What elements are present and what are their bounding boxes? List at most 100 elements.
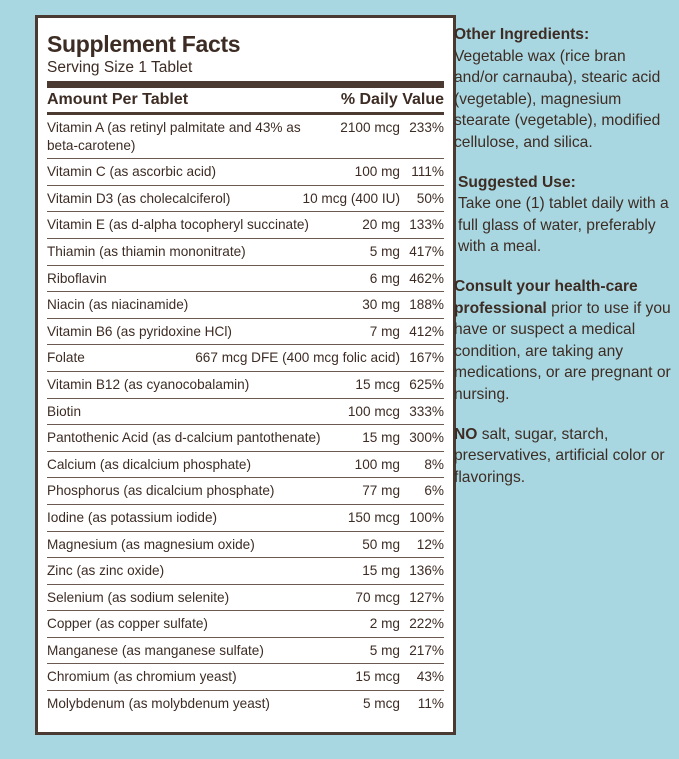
- side-info: Other Ingredients: Vegetable wax (rice br…: [454, 24, 672, 506]
- nutrient-row: Vitamin B12 (as cyanocobalamin) 15 mcg 625…: [47, 372, 444, 399]
- amount: 100 mg: [354, 456, 400, 472]
- nutrient-source: (as sodium selenite): [107, 589, 230, 605]
- amount: 30 mg: [362, 297, 400, 313]
- nutrient-row: Folate 667 mcg DFE (400 mcg folic acid) 16…: [47, 345, 444, 372]
- nutrient: Pantothenic Acid (as d-calcium pantothen…: [47, 429, 356, 447]
- nutrient-source: (as d-calcium pantothenate): [152, 430, 321, 446]
- nutrient-row: Pantothenic Acid (as d-calcium pantothen…: [47, 425, 444, 452]
- nutrient: Vitamin D3 (as cholecalciferol): [47, 190, 297, 208]
- nutrient-name: Manganese: [47, 642, 119, 658]
- nutrient: Vitamin E (as d-alpha tocopheryl succina…: [47, 216, 356, 234]
- amount: 20 mg: [362, 217, 400, 233]
- amount: 15 mg: [362, 430, 400, 446]
- daily-value: 625%: [409, 376, 444, 392]
- nutrient: Copper (as copper sulfate): [47, 615, 364, 633]
- nutrient-source: (as cholecalciferol): [117, 190, 231, 206]
- nutrient: Chromium (as chromium yeast): [47, 668, 349, 686]
- nutrient: Magnesium (as magnesium oxide): [47, 536, 356, 554]
- daily-value: 12%: [416, 536, 444, 552]
- facts-rows: Vitamin A (as retinyl palmitate and 43% …: [47, 115, 444, 717]
- amount: 100 mcg: [347, 403, 400, 419]
- nutrient-name: Folate: [47, 350, 85, 366]
- nutrient-source: (as copper sulfate): [95, 616, 208, 632]
- daily-value: 300%: [409, 430, 444, 446]
- facts-header: Amount Per Tablet % Daily Value: [47, 88, 444, 115]
- nutrient-row: Calcium (as dicalcium phosphate) 100 mg 8%: [47, 452, 444, 479]
- nutrient-name: Zinc: [47, 563, 73, 579]
- nutrient: Zinc (as zinc oxide): [47, 562, 356, 580]
- consult: Consult your health-care professional pr…: [454, 276, 672, 406]
- nutrient-row: Vitamin E (as d-alpha tocopheryl succina…: [47, 212, 444, 239]
- nutrient-source: (as niacinamide): [88, 297, 189, 313]
- amount: 70 mcg: [355, 589, 400, 605]
- amount: 15 mcg: [355, 376, 400, 392]
- daily-value: 233%: [409, 120, 444, 135]
- nutrient-name: Thiamin: [47, 243, 96, 259]
- nutrient: Folate: [47, 349, 189, 367]
- text: salt, sugar, starch, preservatives, arti…: [454, 425, 665, 486]
- daily-value: 50%: [416, 190, 444, 206]
- nutrient: Molybdenum (as molybdenum yeast): [47, 695, 357, 713]
- daily-value: 6%: [424, 483, 444, 499]
- nutrient-source: (as zinc oxide): [76, 563, 165, 579]
- daily-value: 222%: [409, 616, 444, 632]
- daily-value: 8%: [424, 456, 444, 472]
- nutrient-row: Magnesium (as magnesium oxide) 50 mg 12%: [47, 532, 444, 559]
- daily-value: 127%: [409, 589, 444, 605]
- nutrient: Thiamin (as thiamin mononitrate): [47, 243, 364, 261]
- nutrient-name: Biotin: [47, 403, 82, 419]
- nutrient-name: Iodine: [47, 509, 85, 525]
- nutrient-name: Niacin: [47, 297, 85, 313]
- nutrient-source: (as chromium yeast): [113, 669, 237, 685]
- amount: 100 mg: [354, 164, 400, 180]
- nutrient-name: Copper: [47, 616, 92, 632]
- header-right: % Daily Value: [340, 91, 444, 108]
- nutrient-name: Vitamin B12: [47, 376, 121, 392]
- nutrient-row: Biotin 100 mcg 333%: [47, 399, 444, 426]
- nutrient: Vitamin B12 (as cyanocobalamin): [47, 376, 349, 394]
- nutrient-name: Calcium: [47, 456, 97, 472]
- amount: 6 mg: [369, 270, 400, 286]
- amount: 10 mcg (400 IU): [302, 190, 400, 206]
- amount: 5 mg: [369, 642, 400, 658]
- nutrient-name: Riboflavin: [47, 270, 107, 286]
- nutrient-row: Riboflavin 6 mg 462%: [47, 266, 444, 293]
- nutrient-name: Magnesium: [47, 536, 118, 552]
- amount: 5 mcg: [362, 696, 400, 712]
- daily-value: 133%: [409, 217, 444, 233]
- heading: Other Ingredients:: [454, 26, 590, 43]
- nutrient: Biotin: [47, 403, 342, 421]
- heading: Suggested Use:: [458, 173, 576, 191]
- amount: 667 mcg DFE (400 mcg folic acid): [195, 350, 400, 366]
- daily-value: 462%: [409, 270, 444, 286]
- amount: 5 mg: [369, 243, 400, 259]
- daily-value: 333%: [409, 403, 444, 419]
- nutrient-name: Vitamin C: [47, 164, 106, 180]
- amount: 2100 mcg: [340, 120, 400, 135]
- serving-size: Serving Size 1 Tablet: [47, 59, 444, 88]
- text: prior to use if you have or suspect a me…: [454, 299, 671, 403]
- nutrient-name: Vitamin A: [47, 120, 104, 135]
- nutrient-row: Chromium (as chromium yeast) 15 mcg 43%: [47, 664, 444, 692]
- facts-title: Supplement Facts: [47, 31, 241, 57]
- daily-value: 111%: [411, 164, 444, 180]
- daily-value: 43%: [416, 669, 444, 685]
- nutrient-row: Niacin (as niacinamide) 30 mg 188%: [47, 292, 444, 319]
- nutrient-name: Selenium: [47, 589, 104, 605]
- amount: 2 mg: [369, 616, 400, 632]
- daily-value: 217%: [409, 642, 444, 658]
- supplement-facts-panel: Supplement Facts Serving Size 1 Tablet A…: [35, 15, 456, 735]
- heading: NO: [454, 425, 478, 443]
- nutrient-name: Pantothenic Acid: [47, 430, 149, 446]
- nutrient-row: Manganese (as manganese sulfate) 5 mg 217%: [47, 638, 444, 665]
- nutrient-source: (as manganese sulfate): [121, 642, 264, 658]
- nutrient-name: Vitamin B6: [47, 323, 113, 339]
- nutrient-source: (as thiamin mononitrate): [99, 243, 246, 259]
- nutrient-source: (as cyanocobalamin): [123, 376, 250, 392]
- amount: 150 mcg: [347, 509, 400, 525]
- nutrient-row: Vitamin C (as ascorbic acid) 100 mg 111%: [47, 159, 444, 186]
- nutrient: Phosphorus (as dicalcium phosphate): [47, 482, 356, 500]
- amount: 15 mg: [362, 563, 400, 579]
- daily-value: 412%: [409, 323, 444, 339]
- nutrient-name: Molybdenum: [47, 696, 125, 712]
